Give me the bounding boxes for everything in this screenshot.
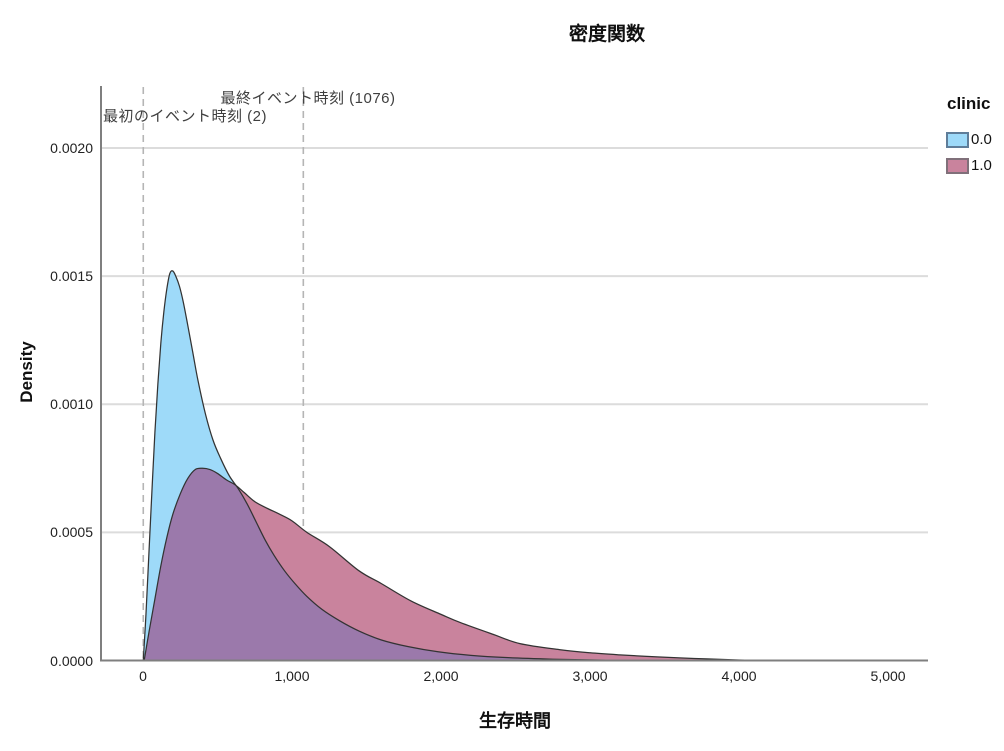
x-tick-label: 1,000 [274,668,310,684]
legend-title: clinic [947,94,991,113]
y-tick-label: 0.0010 [50,396,93,413]
density-outline-clinic-0 [142,270,643,662]
density-overlap-area [144,468,643,661]
annotation-first-event-time: 最初のイベント時刻 (2) [103,108,268,125]
x-tick-label: 2,000 [423,668,459,684]
x-axis-label: 生存時間 [479,711,551,731]
legend-label-clinic-1: 1.0 [971,157,992,174]
y-tick-label: 0.0020 [50,139,93,156]
x-tick-label: 0 [139,668,147,684]
x-tick-label: 4,000 [721,668,757,684]
legend-label-clinic-0: 0.0 [971,131,992,148]
y-axis-label: Density [17,341,36,403]
y-tick-label: 0.0015 [50,268,93,285]
density-outline-clinic-1 [143,467,762,662]
y-tick-label: 0.0005 [50,524,93,541]
legend-swatch-clinic-1-icon [946,158,969,174]
chart-title: 密度関数 [568,24,646,45]
legend-swatch-clinic-0-icon [946,132,969,148]
x-tick-label: 5,000 [870,668,906,684]
x-tick-label: 3,000 [572,668,608,684]
annotation-last-event-time: 最終イベント時刻 (1076) [220,90,396,107]
y-tick-label: 0.0000 [50,652,93,669]
